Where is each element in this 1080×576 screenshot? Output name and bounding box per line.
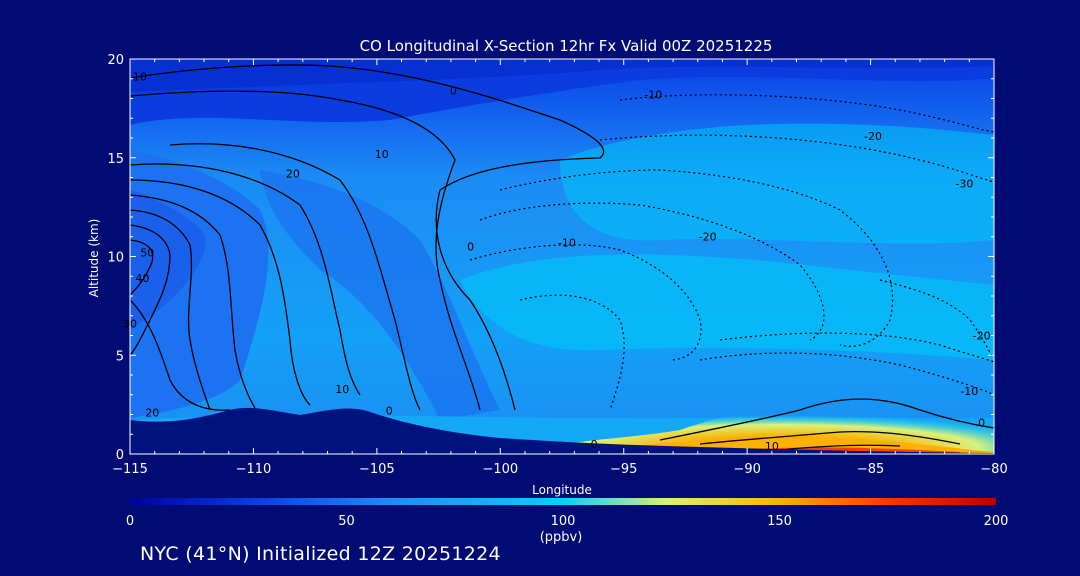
contour-label: -20 [864,130,882,143]
x-tick-label: −85 [857,462,884,477]
contour-label: 50 [140,247,154,260]
contour-label: -20 [699,231,717,244]
contour-label: 10 [375,148,389,161]
x-tick-label: −95 [610,462,637,477]
terrain-mask [130,407,994,455]
contour-label: 0 [591,438,598,451]
colorbar-tick-label: 0 [126,514,134,529]
contour-label: 30 [123,318,137,331]
contour-label: -30 [955,177,973,190]
x-tick-label: −90 [733,462,760,477]
contour-label: 10 [133,71,147,84]
contour-label: -10 [960,385,978,398]
x-tick-label: −80 [980,462,1007,477]
footer-initialization: NYC (41°N) Initialized 12Z 20251224 [140,543,501,565]
contour-label: -10 [558,237,576,250]
colorbar-tick-label: 50 [338,514,355,529]
y-axis-label: Altitude (km) [87,219,101,298]
x-tick-label: −100 [482,462,518,477]
x-tick-label: −110 [236,462,272,477]
y-tick-label: 15 [107,152,124,167]
y-tick-label: 10 [107,251,124,266]
contour-label: -20 [973,329,991,342]
contour-label: 0 [450,85,457,98]
contour-label: 0 [386,405,393,418]
x-axis: −115 −110 −105 −100 −95 −90 −85 −80 [112,59,1008,477]
y-tick-label: 0 [116,448,124,463]
colorbar-tick-label: 100 [551,514,576,529]
colorbar-tick-label: 150 [767,514,792,529]
heatmap-field [130,59,994,454]
chart-title: CO Longitudinal X-Section 12hr Fx Valid … [360,37,773,55]
y-tick-label: 20 [107,53,124,68]
contour-label: -10 [644,89,662,102]
contour-label: 20 [145,406,159,419]
colorbar-ticks: 0 50 100 150 200 [126,514,1009,529]
colorbar-unit: (ppbv) [540,530,583,545]
x-tick-label: −105 [359,462,395,477]
contour-label: 0 [978,416,985,429]
colorbar-tick-label: 200 [984,514,1009,529]
x-tick-label: −115 [112,462,148,477]
contour-label: 10 [765,440,779,453]
contour-label: 40 [135,272,149,285]
solid-contours [130,64,994,451]
y-tick-label: 5 [116,349,124,364]
dashed-contours [469,94,994,411]
contour-labels: 10 0 10 20 50 40 30 0 10 0 20 -10 -20 -30 -10 -20 -20 -10… [123,71,991,453]
contour-label: 20 [286,168,300,181]
contour-label: 0 [467,241,474,254]
colorbar [130,498,996,505]
x-axis-label: Longitude [532,483,592,497]
y-axis: 0 5 10 15 20 [107,53,994,463]
contour-label: 10 [335,383,349,396]
